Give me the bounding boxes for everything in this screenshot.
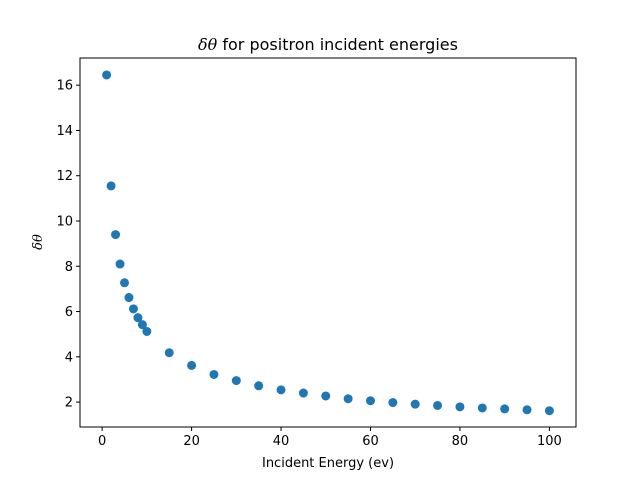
data-point — [137, 320, 147, 330]
y-tick-label: 12 — [56, 169, 73, 184]
data-point — [231, 376, 241, 386]
data-point — [388, 398, 398, 408]
y-tick-label: 2 — [65, 396, 73, 411]
x-tick-label: 20 — [183, 434, 200, 449]
data-point — [343, 394, 353, 404]
data-point — [111, 230, 121, 240]
data-point — [142, 326, 152, 336]
chart-title-text: for positron incident energies — [217, 35, 458, 54]
x-tick-label: 0 — [98, 434, 106, 449]
data-point — [410, 399, 420, 409]
data-point — [254, 381, 264, 391]
x-tick-label: 80 — [452, 434, 469, 449]
y-axis-ticks: 2 4 6 8 10 12 14 16 — [56, 79, 80, 411]
x-axis-ticks: 0 20 40 60 80 100 — [98, 427, 562, 449]
data-point — [321, 391, 331, 401]
data-point — [133, 313, 143, 323]
chart-title: δθ for positron incident energies — [198, 35, 458, 54]
data-point — [276, 385, 286, 395]
data-point — [120, 278, 130, 288]
x-axis-label: Incident Energy (ev) — [262, 456, 394, 471]
data-point — [115, 259, 125, 269]
y-tick-label: 4 — [65, 350, 73, 365]
data-point — [477, 403, 487, 413]
y-tick-label: 16 — [56, 79, 73, 94]
data-point — [124, 293, 134, 303]
y-tick-label: 14 — [56, 124, 73, 139]
data-point — [128, 304, 138, 314]
x-tick-label: 100 — [537, 434, 562, 449]
y-axis-label: δθ — [31, 234, 46, 250]
y-tick-label: 10 — [56, 214, 73, 229]
x-tick-label: 60 — [362, 434, 379, 449]
data-point — [106, 181, 116, 191]
plot-area-frame — [79, 57, 577, 428]
data-point — [209, 369, 219, 379]
data-point — [433, 400, 443, 410]
y-tick-label: 6 — [65, 305, 73, 320]
x-tick-label: 40 — [273, 434, 290, 449]
data-point — [522, 405, 532, 415]
data-points — [102, 70, 554, 416]
data-point — [455, 402, 465, 412]
y-tick-label: 8 — [65, 260, 73, 275]
data-point — [102, 70, 112, 80]
data-point — [187, 360, 197, 370]
data-point — [365, 396, 375, 406]
data-point — [544, 406, 554, 416]
data-point — [164, 348, 174, 358]
data-point — [298, 388, 308, 398]
data-point — [500, 404, 510, 414]
chart-title-symbol: δθ — [198, 35, 218, 54]
